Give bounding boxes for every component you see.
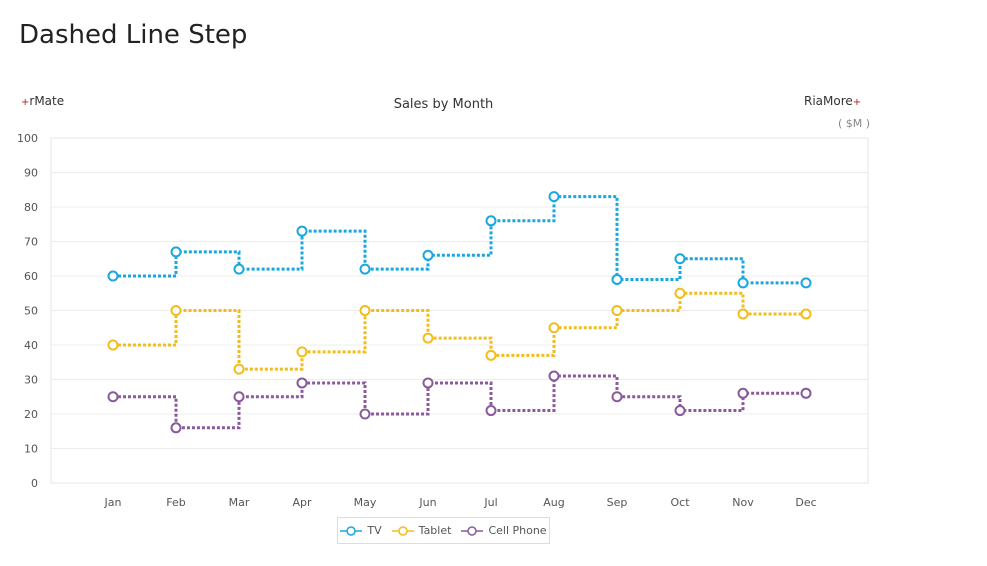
data-point [800,308,812,320]
brand-right-label: RiaMore [804,94,853,108]
data-point [422,332,434,344]
chart-legend: TV Tablet Cell Phone [337,517,550,544]
data-point [296,377,308,389]
legend-item[interactable]: Tablet [391,524,452,537]
x-tick-label: Jan [104,496,122,509]
data-point [800,277,812,289]
brand-mark-icon: + [852,97,862,108]
y-tick-label: 70 [24,236,38,249]
y-tick-label: 80 [24,201,38,214]
y-tick-label: 90 [24,167,38,180]
data-point [548,370,560,382]
page-title: Dashed Line Step [19,20,248,50]
brand-left-label: rMate [29,94,65,108]
legend-label: Tablet [418,524,452,537]
y-tick-label: 10 [24,443,38,456]
series-line-cell-phone [113,374,806,430]
series-line-tv [113,195,806,285]
chart-title: Sales by Month [393,97,494,112]
data-point [422,377,434,389]
legend-label: Cell Phone [488,524,547,537]
data-point [800,387,812,399]
data-point [107,270,119,282]
brand-mark-icon: + [21,97,30,108]
data-point [422,249,434,261]
data-point [548,322,560,334]
x-tick-label: Feb [166,496,185,509]
x-tick-label: Dec [795,496,816,509]
data-point [170,305,182,316]
data-point [737,277,749,289]
data-point [107,391,119,403]
data-point [296,346,308,358]
data-point [737,308,749,320]
x-tick-label: May [354,496,377,509]
legend-swatch-marker [467,525,478,536]
data-point [485,405,497,417]
y-tick-label: 50 [24,305,38,318]
data-point [485,215,497,227]
data-point [170,246,182,258]
data-point [359,305,371,316]
legend-label: TV [367,524,382,537]
x-tick-label: Nov [732,496,754,509]
legend-item[interactable]: Cell Phone [461,524,547,537]
data-point [170,422,182,434]
x-tick-label: Jul [483,496,497,509]
brand-logo-left: +rMate [21,94,64,108]
plot-frame [50,137,869,484]
data-point [611,391,623,403]
legend-item[interactable]: TV [340,524,382,537]
data-point [233,391,245,403]
data-point [737,387,749,399]
x-tick-label: Apr [292,496,312,509]
brand-logo-right: RiaMore+ [804,94,861,108]
x-tick-label: Oct [670,496,690,509]
data-point [611,305,623,316]
y-tick-label: 100 [17,132,38,145]
data-point [611,273,623,285]
data-point [359,263,371,275]
unit-label: ( $M ) [838,117,871,130]
x-tick-label: Jun [418,496,436,509]
data-point [296,225,308,237]
data-point [233,263,245,275]
legend-swatch-icon [340,525,363,536]
legend-swatch-marker [346,525,357,536]
y-tick-label: 0 [31,477,38,490]
y-tick-label: 20 [24,408,38,421]
data-point [107,339,119,351]
data-point [548,191,560,203]
x-tick-label: Sep [607,496,628,509]
data-point [674,253,686,265]
y-tick-label: 40 [24,339,38,352]
series-line-tablet [113,291,806,371]
data-point [233,363,245,375]
x-tick-label: Mar [229,496,250,509]
y-tick-label: 30 [24,374,38,387]
data-point [674,405,686,417]
x-tick-label: Aug [543,496,564,509]
data-point [674,287,686,299]
legend-swatch-icon [461,525,484,536]
data-point [359,408,371,420]
legend-swatch-icon [391,525,414,536]
legend-swatch-marker [397,525,408,536]
data-point [485,349,497,361]
y-tick-label: 60 [24,270,38,283]
